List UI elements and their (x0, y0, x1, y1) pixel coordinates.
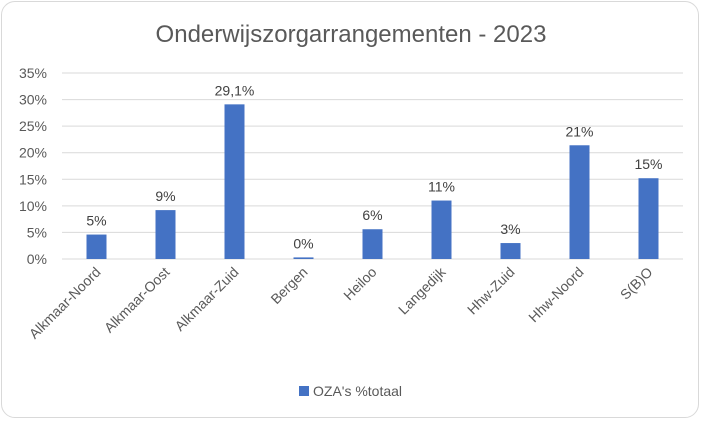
y-tick-label: 25% (19, 118, 47, 134)
y-tick-label: 10% (19, 198, 47, 214)
x-tick-label: Hhw-Noord (525, 264, 586, 325)
data-label: 6% (362, 207, 382, 223)
data-labels: 5% 9% 29,1% 0% 6% 11% 3% 21% 15% (86, 82, 662, 251)
x-tick-label: Hhw-Zuid (464, 264, 518, 318)
x-tick-label: Alkmaar-Noord (26, 264, 104, 342)
bar (638, 178, 659, 259)
data-label: 3% (500, 221, 520, 237)
y-tick-label: 15% (19, 171, 47, 187)
x-tick-label: Bergen (267, 264, 310, 307)
bar (86, 234, 107, 259)
y-tick-label: 5% (27, 224, 47, 240)
bar (569, 145, 590, 259)
y-tick-label: 35% (19, 65, 47, 81)
bar (362, 229, 383, 259)
data-label: 0% (293, 235, 313, 251)
bar (431, 200, 452, 259)
legend-swatch (299, 386, 309, 396)
data-label: 5% (86, 213, 106, 229)
chart-title: Onderwijszorgarrangementen - 2023 (156, 21, 547, 48)
data-label: 29,1% (215, 82, 255, 98)
data-label: 15% (634, 156, 662, 172)
bars (86, 104, 659, 260)
data-label: 21% (565, 123, 593, 139)
x-tick-label: Langedijk (395, 263, 449, 317)
bar (224, 104, 245, 260)
x-tick-label: Alkmaar-Zuid (171, 264, 241, 334)
x-tick-label: Alkmaar-Oost (101, 264, 173, 336)
y-tick-label: 0% (27, 251, 47, 267)
y-axis: 0% 5% 10% 15% 20% 25% 30% 35% (19, 65, 47, 267)
legend: OZA's %totaal (299, 383, 402, 399)
x-tick-label: S(B)O (617, 264, 656, 303)
y-tick-label: 30% (19, 92, 47, 108)
data-label: 9% (155, 188, 175, 204)
bar (155, 210, 176, 259)
x-tick-label: Heiloo (340, 264, 380, 304)
bar (500, 243, 521, 259)
legend-label: OZA's %totaal (313, 383, 402, 399)
bar (293, 257, 314, 259)
data-label: 11% (428, 179, 455, 195)
y-tick-label: 20% (19, 145, 47, 161)
